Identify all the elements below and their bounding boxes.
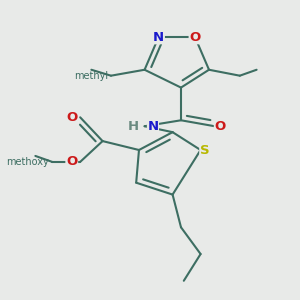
Text: O: O [66, 155, 77, 168]
Text: N: N [147, 120, 158, 133]
Text: O: O [214, 120, 226, 133]
Text: O: O [66, 111, 77, 124]
Text: O: O [189, 31, 201, 44]
Text: methoxy: methoxy [7, 157, 50, 167]
Text: S: S [200, 143, 210, 157]
Text: methyl: methyl [74, 71, 108, 81]
Text: H: H [128, 120, 139, 133]
Text: N: N [153, 31, 164, 44]
